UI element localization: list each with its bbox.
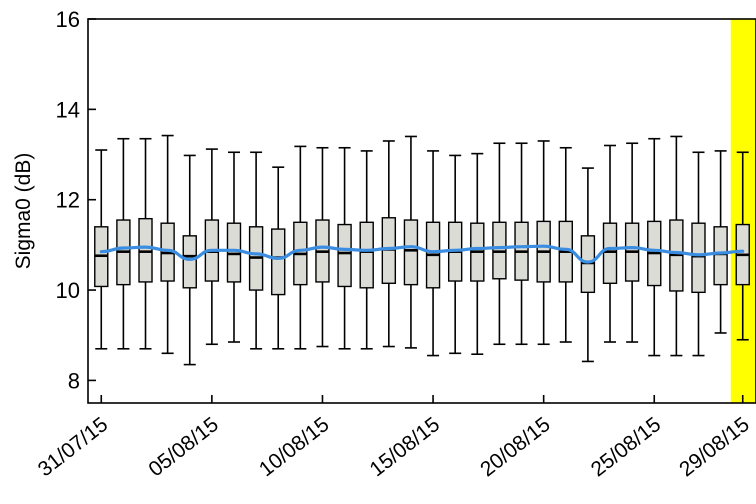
box-01-08-15 bbox=[116, 137, 131, 350]
box-08-08-15 bbox=[271, 166, 286, 350]
box-iqr bbox=[182, 235, 197, 289]
box-iqr bbox=[713, 226, 728, 286]
boxes-layer bbox=[94, 134, 750, 366]
box-12-08-15 bbox=[359, 150, 374, 350]
box-iqr bbox=[337, 223, 352, 288]
box-17-08-15 bbox=[470, 152, 485, 356]
box-iqr bbox=[403, 219, 419, 286]
box-14-08-15 bbox=[403, 135, 419, 349]
box-04-08-15 bbox=[182, 154, 197, 366]
box-06-08-15 bbox=[226, 151, 242, 343]
box-iqr bbox=[691, 222, 706, 294]
plot-frame bbox=[87, 18, 756, 404]
box-02-08-15 bbox=[138, 137, 153, 350]
box-iqr bbox=[226, 222, 242, 283]
box-iqr bbox=[602, 222, 618, 284]
box-23-08-15 bbox=[602, 144, 618, 343]
box-11-08-15 bbox=[337, 146, 352, 350]
box-27-08-15 bbox=[691, 151, 706, 357]
box-31-07-15 bbox=[94, 149, 109, 350]
box-26-08-15 bbox=[669, 135, 684, 357]
box-07-08-15 bbox=[248, 151, 264, 350]
box-20-08-15 bbox=[536, 140, 551, 346]
box-19-08-15 bbox=[514, 142, 529, 346]
box-13-08-15 bbox=[381, 140, 397, 348]
y-tick-label: 14 bbox=[56, 97, 80, 122]
y-tick-label: 8 bbox=[68, 368, 80, 393]
box-03-08-15 bbox=[160, 134, 175, 355]
y-tick-label: 16 bbox=[56, 7, 80, 32]
box-iqr bbox=[359, 221, 374, 289]
median-trend-line bbox=[99, 244, 745, 264]
box-24-08-15 bbox=[624, 142, 640, 343]
box-25-08-15 bbox=[647, 137, 662, 357]
box-iqr bbox=[271, 228, 286, 296]
box-22-08-15 bbox=[580, 167, 596, 363]
box-09-08-15 bbox=[293, 145, 308, 350]
box-iqr bbox=[138, 217, 153, 283]
box-29-08-15 bbox=[735, 151, 750, 341]
box-18-08-15 bbox=[492, 142, 507, 346]
y-tick-label: 12 bbox=[56, 188, 80, 213]
box-15-08-15 bbox=[425, 150, 441, 357]
y-tick-label: 10 bbox=[56, 278, 80, 303]
box-10-08-15 bbox=[315, 146, 330, 348]
y-axis-label: Sigma0 (dB) bbox=[12, 153, 35, 270]
